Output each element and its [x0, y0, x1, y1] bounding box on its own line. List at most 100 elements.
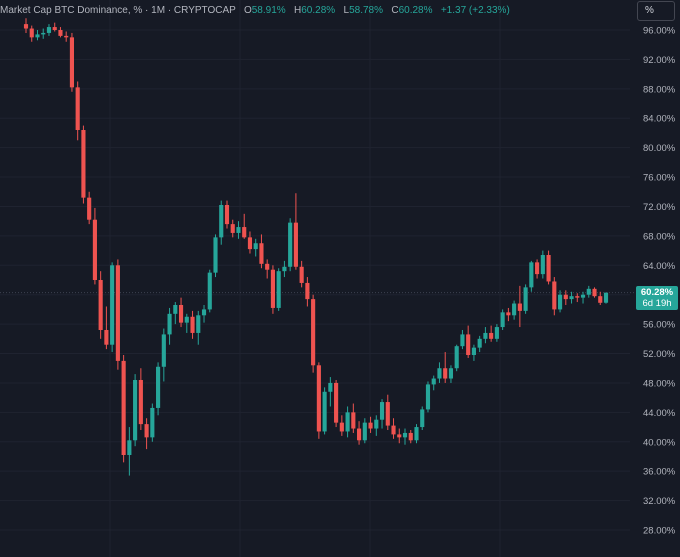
candle: [305, 277, 310, 307]
candle: [586, 285, 591, 298]
candle-body: [368, 422, 373, 429]
percent-scale-button[interactable]: %: [637, 1, 675, 21]
candle-body: [374, 419, 379, 429]
candle-body: [379, 402, 385, 420]
candle-body: [265, 263, 270, 270]
candle: [58, 27, 63, 38]
candle: [471, 344, 476, 361]
candle: [161, 328, 166, 382]
candle-body: [92, 219, 97, 280]
candle-body: [58, 30, 63, 36]
candle: [494, 324, 499, 342]
y-tick-label: 80.00%: [643, 143, 676, 154]
candle-body: [293, 222, 298, 267]
candle-body: [569, 296, 574, 300]
candle-body: [236, 227, 241, 233]
candle-body: [138, 380, 143, 425]
candle: [460, 330, 465, 350]
y-tick-label: 96.00%: [643, 26, 676, 37]
candle: [402, 428, 408, 445]
candle: [35, 30, 40, 41]
candle: [385, 394, 390, 430]
candle-body: [391, 425, 396, 435]
candle: [242, 213, 247, 239]
candle-body: [402, 432, 408, 438]
candle: [466, 325, 471, 358]
candle: [207, 269, 212, 313]
candle: [443, 352, 448, 383]
price-axis: 96.00% 92.00% 88.00% 84.00% 80.00% 76.00% 72.0…: [643, 26, 676, 537]
y-tick-label: 56.00%: [643, 320, 676, 331]
candle-body: [167, 313, 172, 335]
candle-body: [144, 424, 149, 438]
candle-body: [282, 266, 287, 272]
y-tick-label: 64.00%: [643, 261, 676, 272]
candle-body: [184, 316, 189, 323]
candle: [127, 427, 132, 476]
candle: [87, 191, 92, 225]
y-tick-label: 40.00%: [643, 437, 676, 448]
candle: [563, 290, 568, 305]
candle: [425, 381, 431, 413]
candle: [230, 219, 235, 238]
candle-body: [517, 303, 522, 311]
candle: [322, 387, 327, 435]
candle-body: [270, 269, 275, 308]
candle-body: [477, 338, 482, 348]
candle-body: [397, 434, 402, 438]
candle: [29, 25, 34, 42]
candle: [535, 259, 540, 279]
candle-body: [408, 432, 413, 441]
candle: [150, 403, 155, 442]
y-tick-label: 68.00%: [643, 231, 676, 242]
candle-body: [334, 382, 339, 423]
candle-body: [46, 27, 52, 33]
y-tick-label: 72.00%: [643, 202, 676, 213]
candle: [420, 406, 425, 430]
candle-body: [64, 35, 69, 38]
candle-body: [512, 303, 517, 316]
candles: [23, 18, 609, 476]
candle: [569, 291, 574, 304]
candle-body: [253, 243, 258, 250]
candle: [98, 271, 103, 339]
candle-body: [276, 271, 281, 308]
candle: [575, 293, 580, 303]
candle-body: [580, 294, 586, 298]
candle: [219, 200, 224, 245]
candle-body: [299, 266, 304, 283]
open-value: 58.91%: [251, 5, 286, 16]
candle-body: [75, 87, 80, 130]
candle: [41, 28, 46, 39]
symbol-header: Market Cap BTC Dominance, % · 1M · CRYPT…: [0, 5, 510, 16]
candle: [190, 310, 195, 339]
candle-body: [483, 332, 488, 339]
y-tick-label: 52.00%: [643, 349, 676, 360]
candle: [477, 335, 482, 353]
candle-body: [448, 368, 454, 379]
candle: [362, 418, 367, 444]
y-tick-label: 48.00%: [643, 378, 676, 389]
symbol-title[interactable]: Market Cap BTC Dominance, % · 1M · CRYPT…: [0, 5, 236, 16]
candle-body: [345, 412, 350, 432]
candle-body: [305, 282, 310, 300]
candle-body: [201, 309, 207, 316]
bar-countdown: 6d 19h: [642, 298, 672, 309]
candle-body: [230, 224, 235, 233]
candle-body: [23, 24, 29, 29]
candle-body: [247, 237, 253, 250]
candle: [483, 327, 488, 344]
candle: [236, 221, 241, 239]
candle-body: [339, 422, 344, 432]
candle: [351, 403, 356, 433]
candle: [316, 362, 321, 439]
candle-body: [29, 28, 34, 38]
high-value: 60.28%: [301, 5, 336, 16]
candle: [196, 310, 201, 345]
candle-body: [328, 382, 333, 392]
candle-body: [420, 409, 425, 428]
candle: [115, 259, 120, 370]
candle-body: [41, 32, 46, 35]
